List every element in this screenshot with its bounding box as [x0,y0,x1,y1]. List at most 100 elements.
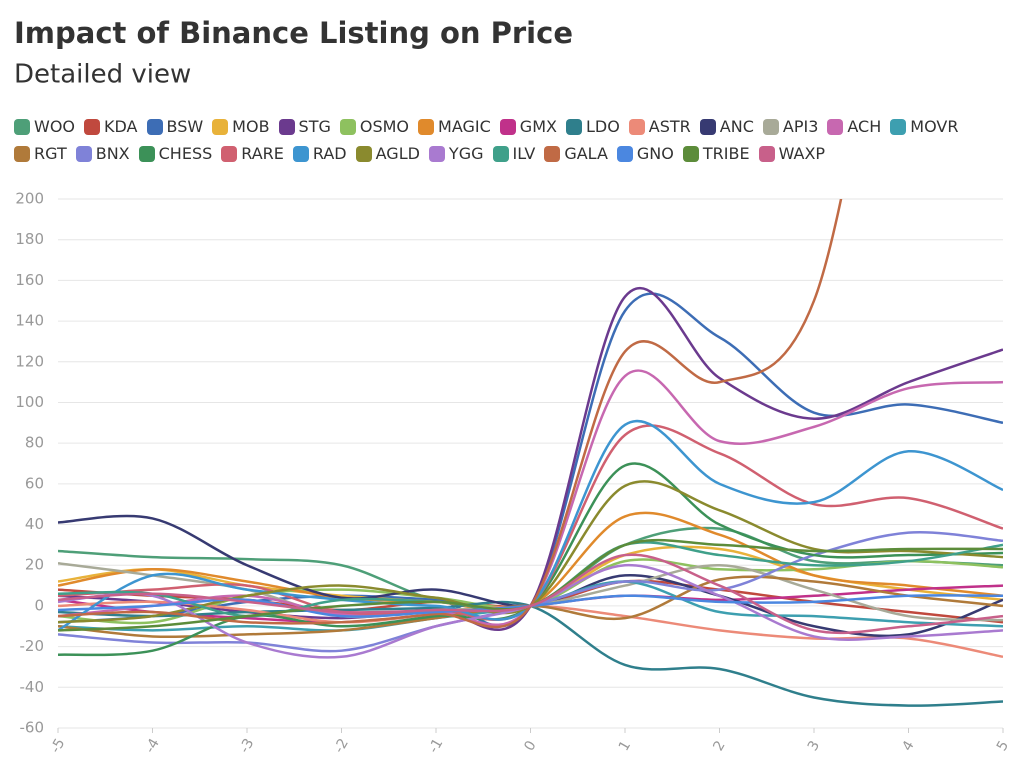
y-tick-label: 80 [25,434,44,452]
legend-label: RGT [34,144,67,163]
legend-label: WOO [34,117,76,136]
x-tick-label: -3 [237,736,258,756]
legend-swatch [762,118,779,135]
legend-label: GALA [564,144,608,163]
x-tick-label: -1 [426,736,447,756]
series-line [58,553,1003,635]
legend-swatch [890,118,907,135]
legend-swatch [628,118,645,135]
x-tick-label: 0 [521,738,539,754]
legend-item[interactable]: AGLD [355,143,420,164]
legend-swatch [758,145,775,162]
legend-swatch [492,145,509,162]
y-tick-label: -40 [20,678,45,696]
x-tick-label: 1 [616,738,634,754]
legend: WOO KDA BSW MOB STG OSMO MAGIC GMX LDO ASTR ANC API… [14,116,1014,164]
series-line [58,199,843,629]
legend-item[interactable]: MAGIC [418,116,491,137]
legend-label: AGLD [375,144,420,163]
legend-swatch [146,118,163,135]
legend-swatch [14,118,30,135]
legend-swatch [616,145,633,162]
legend-item[interactable]: KDA [84,116,138,137]
y-tick-label: 160 [15,271,44,289]
y-tick-label: -20 [20,637,45,655]
chart-title: Impact of Binance Listing on Price [14,16,573,50]
legend-swatch [221,145,238,162]
legend-item[interactable]: GNO [616,143,674,164]
x-tick-label: -2 [331,736,352,756]
legend-swatch [212,118,229,135]
legend-item[interactable]: RAD [292,143,347,164]
y-tick-label: 40 [25,515,44,533]
legend-item[interactable]: ACH [827,116,881,137]
legend-item[interactable]: ASTR [628,116,691,137]
legend-label: LDO [585,117,620,136]
legend-label: STG [298,117,331,136]
legend-swatch [565,118,582,135]
x-tick-label: 3 [805,738,823,754]
legend-swatch [339,118,356,135]
legend-item[interactable]: YGG [428,143,484,164]
legend-item[interactable]: GMX [499,116,557,137]
legend-item[interactable]: CHESS [138,143,213,164]
series-line [58,419,1003,632]
legend-swatch [699,118,716,135]
y-tick-label: 180 [15,230,44,248]
legend-item[interactable]: WAXP [758,143,826,164]
legend-item[interactable]: MOVR [890,116,958,137]
y-tick-label: 20 [25,556,44,574]
y-tick-label: -60 [20,719,45,737]
x-tick-label: -4 [142,736,163,756]
legend-label: TRIBE [702,144,750,163]
legend-swatch [544,145,561,162]
legend-item[interactable]: BNX [75,143,130,164]
legend-item[interactable]: RGT [14,143,67,164]
legend-swatch [355,145,372,162]
chart-subtitle: Detailed view [14,60,191,90]
series-line [58,424,1003,622]
legend-item[interactable]: TRIBE [682,143,750,164]
legend-item[interactable]: OSMO [339,116,410,137]
legend-label: YGG [448,144,484,163]
legend-label: WAXP [778,144,826,163]
legend-item[interactable]: MOB [212,116,270,137]
legend-label: API3 [782,117,819,136]
x-tick-label: 5 [994,738,1012,754]
legend-swatch [292,145,309,162]
legend-item[interactable]: BSW [146,116,203,137]
legend-item[interactable]: API3 [762,116,819,137]
y-tick-label: 0 [34,596,44,614]
legend-label: GMX [519,117,557,136]
legend-item[interactable]: RARE [221,143,284,164]
legend-label: OSMO [359,117,410,136]
legend-item[interactable]: STG [278,116,331,137]
legend-label: RAD [312,144,347,163]
legend-item[interactable]: GALA [544,143,608,164]
legend-label: RARE [241,144,284,163]
legend-swatch [278,118,295,135]
legend-label: ASTR [648,117,691,136]
legend-item[interactable]: ILV [492,143,535,164]
legend-item[interactable]: ANC [699,116,754,137]
legend-swatch [14,145,30,162]
legend-item[interactable]: LDO [565,116,620,137]
legend-swatch [84,118,101,135]
legend-swatch [682,145,699,162]
x-tick-label: 4 [899,738,917,754]
legend-label: CHESS [158,144,213,163]
y-tick-label: 200 [15,190,44,208]
legend-swatch [75,145,92,162]
x-tick-label: 2 [710,738,728,754]
legend-label: KDA [104,117,138,136]
legend-item[interactable]: WOO [14,116,75,137]
x-tick-label: -5 [48,736,69,756]
legend-label: BNX [95,144,130,163]
legend-label: GNO [636,144,674,163]
legend-label: MOVR [910,117,959,136]
y-tick-label: 120 [15,352,44,370]
legend-swatch [418,118,435,135]
legend-swatch [827,118,844,135]
